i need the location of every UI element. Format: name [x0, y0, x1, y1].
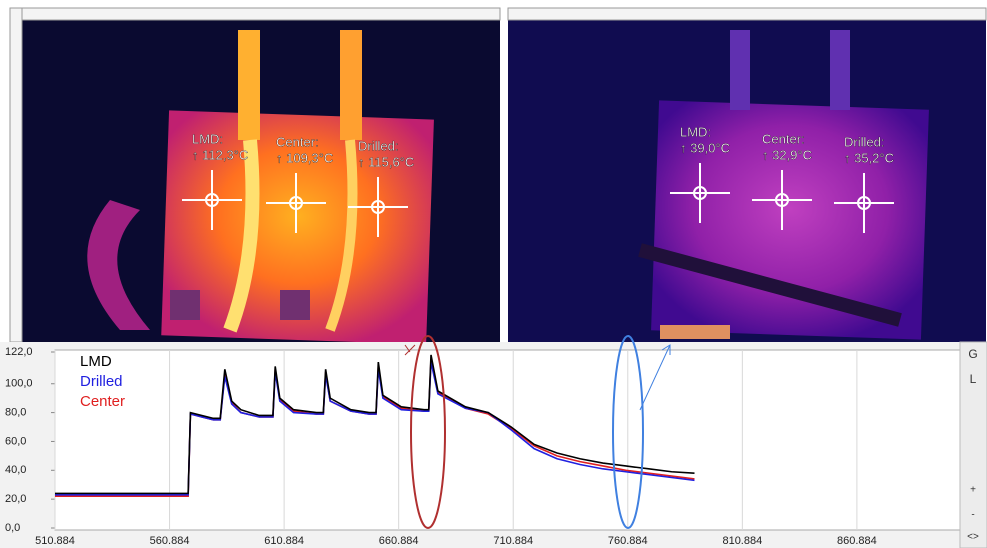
chart: 0,0 20,0 40,0 60,0 80,0 100,0 122,0 510.884 560.… — [5, 346, 877, 547]
x-tick-label: 710.884 — [493, 535, 533, 547]
x-tick-label: 760.884 — [608, 535, 648, 547]
marker-label: Drilled: — [358, 138, 398, 153]
thermal-left — [9, 7, 501, 345]
sidebar — [959, 341, 987, 548]
marker-temperature: ↑ 115,6°C — [358, 154, 414, 169]
marker: Center:↑ 32,9°C — [752, 131, 812, 230]
series-line — [55, 361, 695, 496]
thermal-right — [507, 7, 987, 342]
marker-label: Center: — [762, 131, 805, 146]
marker-temperature: ↑ 39,0°C — [680, 140, 730, 155]
sidebar-button[interactable]: G — [968, 347, 977, 361]
crosshair-ring — [371, 200, 385, 214]
marker-temperature: ↑ 109,3°C — [276, 150, 333, 165]
arrow — [404, 344, 416, 356]
crosshair-ring — [775, 193, 789, 207]
marker: Drilled:↑ 35,2°C — [834, 134, 894, 233]
marker: Center:↑ 109,3°C — [266, 134, 333, 233]
arrow — [639, 344, 671, 411]
marker: LMD:↑ 39,0°C — [670, 124, 730, 223]
highlight-ellipse — [612, 335, 644, 529]
marker-label: Center: — [276, 134, 319, 149]
marker: LMD:↑ 112,3°C — [182, 131, 248, 230]
sidebar-button[interactable]: <> — [967, 532, 979, 543]
marker-temperature: ↑ 32,9°C — [762, 147, 812, 162]
sidebar-button[interactable]: + — [970, 485, 976, 496]
y-tick-label: 0,0 — [5, 522, 20, 534]
y-tick-label: 80,0 — [5, 406, 26, 418]
crosshair-ring — [289, 196, 303, 210]
x-tick-label: 560.884 — [150, 535, 190, 547]
marker-label: LMD: — [192, 131, 223, 146]
x-tick-label: 810.884 — [722, 535, 762, 547]
legend-entry[interactable]: Center — [80, 393, 125, 410]
marker-temperature: ↑ 35,2°C — [844, 150, 894, 165]
y-tick-label: 100,0 — [5, 378, 33, 390]
plot-area — [54, 349, 961, 531]
x-tick-label: 660.884 — [379, 535, 419, 547]
legend-entry[interactable]: Drilled — [80, 373, 123, 390]
series-line — [55, 354, 695, 495]
y-tick-label: 40,0 — [5, 464, 26, 476]
sidebar-button[interactable]: L — [970, 372, 977, 386]
y-tick-label: 20,0 — [5, 493, 26, 505]
x-tick-label: 610.884 — [264, 535, 304, 547]
marker-temperature: ↑ 112,3°C — [192, 147, 248, 162]
crosshair-ring — [693, 186, 707, 200]
legend-entry[interactable]: LMD — [80, 353, 112, 370]
marker-label: LMD: — [680, 124, 711, 139]
y-tick-label: 60,0 — [5, 435, 26, 447]
crosshair-ring — [205, 193, 219, 207]
x-tick-label: 510.884 — [35, 535, 75, 547]
crosshair-ring — [857, 196, 871, 210]
marker-label: Drilled: — [844, 134, 884, 149]
sidebar-button[interactable]: - — [971, 510, 974, 521]
x-tick-label: 860.884 — [837, 535, 877, 547]
marker: Drilled:↑ 115,6°C — [348, 138, 414, 237]
highlight-ellipse — [410, 335, 446, 529]
y-tick-label: 122,0 — [5, 346, 33, 358]
